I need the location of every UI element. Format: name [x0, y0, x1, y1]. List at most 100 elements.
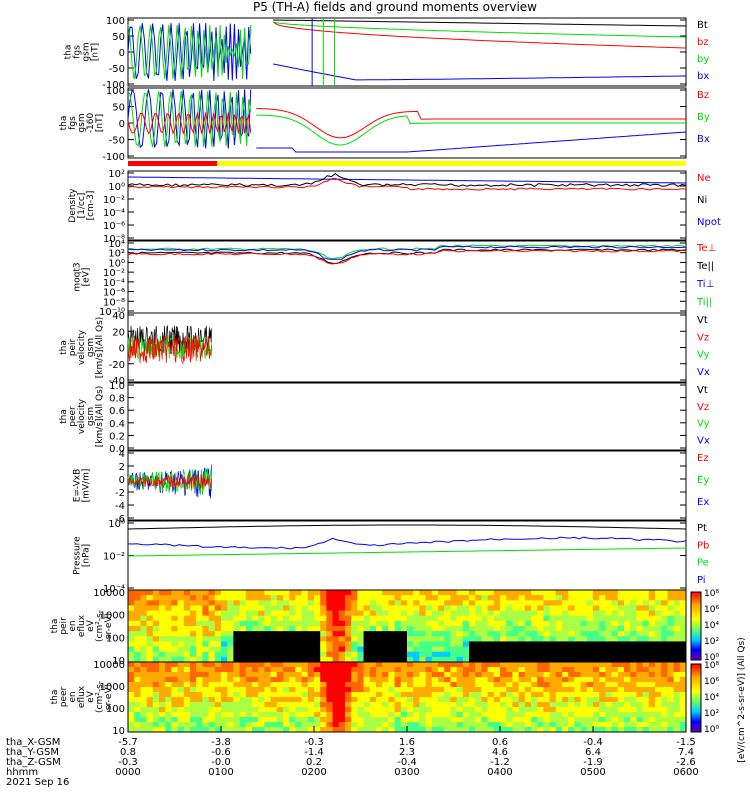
date-label: 2021 Sep 16: [6, 777, 69, 788]
peir-spectro-cell: [171, 631, 179, 637]
peir-spectro-cell: [648, 620, 656, 627]
peir-spectro-cell: [214, 615, 222, 622]
peir-spectro-cell: [307, 631, 315, 637]
peer-spectro-cell: [500, 677, 507, 683]
peer-spectro-cell: [283, 712, 290, 718]
peir-spectro-cell: [462, 646, 470, 653]
legend-Ey: Ey: [697, 475, 709, 486]
peir-spectro-cell: [617, 626, 625, 632]
peer-spectro-cell: [146, 677, 154, 683]
peir-spectro-cell: [183, 656, 191, 663]
peir-spectro-cell: [568, 651, 575, 658]
peer-spectro-cell: [444, 667, 451, 673]
peer-spectro-cell: [456, 707, 464, 713]
peir-spectro-cell: [351, 620, 358, 627]
peer-spectro-cell: [481, 702, 489, 708]
peer-spectro-cell: [183, 682, 191, 688]
peir-spectro-cell: [636, 636, 644, 642]
peer-spectro-cell: [171, 727, 179, 733]
peer-spectro-cell: [190, 697, 197, 703]
peer-spectro-cell: [425, 702, 433, 708]
xaxis-value: 0200: [301, 767, 326, 778]
peer-spectro-cell: [487, 672, 495, 678]
peer-spectro-cell: [456, 697, 464, 703]
peer-spectro-cell: [549, 687, 557, 693]
peir-spectro-cell: [407, 610, 414, 617]
peer-spectro-cell: [413, 692, 420, 698]
peer-spectro-cell: [221, 667, 228, 673]
peer-spectro-cell: [388, 727, 396, 733]
peer-spectro-cell: [165, 682, 172, 688]
peir-spectro-cell: [487, 600, 495, 606]
peir-spectro-cell: [363, 636, 371, 642]
peer-spectro-cell: [431, 677, 439, 683]
peer-spectro-cell: [159, 702, 166, 708]
peer-spectro-cell: [611, 697, 619, 703]
peer-spectro-cell: [276, 677, 284, 683]
legend-Npot: Npot: [697, 217, 721, 228]
colorbar-tick: 10⁰: [704, 653, 719, 663]
peer-spectro-cell: [351, 697, 358, 703]
peir-spectro-cell: [295, 646, 303, 653]
peer-spectro-cell: [183, 677, 191, 683]
peir-spectro-cell: [413, 631, 420, 637]
peer-spectro-cell: [419, 672, 427, 678]
peer-spectro-cell: [208, 682, 216, 688]
peir-spectro-cell: [524, 590, 532, 596]
peir-spectro-cell: [599, 656, 606, 663]
peir-spectro-cell: [611, 646, 619, 653]
peir-spectro-cell: [227, 651, 234, 658]
peer-spectro-cell: [369, 707, 377, 713]
peir-spectro-cell: [394, 641, 402, 648]
ylabel-line: [cm-3]: [86, 191, 96, 221]
peir-spectro-cell: [549, 590, 557, 596]
peir-spectro-cell: [438, 651, 445, 658]
peer-spectro-cell: [431, 697, 439, 703]
peir-spectro-cell: [636, 641, 644, 648]
peer-spectro-cell: [332, 707, 340, 713]
peir-spectro-cell: [177, 626, 185, 632]
peir-spectro-cell: [605, 610, 613, 617]
peer-spectro-cell: [407, 717, 414, 723]
peer-spectro-cell: [152, 682, 160, 688]
peir-spectro-cell: [140, 646, 148, 653]
ylabel-line: eV: [86, 619, 96, 632]
peir-spectro-cell: [171, 600, 179, 606]
peer-spectro-cell: [338, 672, 346, 678]
legend-Pb: Pb: [697, 540, 709, 551]
ytick-label: 0.6: [109, 406, 125, 417]
peer-spectro-cell: [128, 692, 135, 698]
peir-spectro-cell: [593, 590, 600, 596]
peir-spectro-cell: [326, 600, 334, 606]
peir-spectro-cell: [338, 656, 346, 663]
peer-spectro-cell: [208, 707, 216, 713]
legend-Pi: Pi: [697, 575, 706, 586]
ytick-label: 10²: [108, 249, 125, 260]
peir-spectro-cell: [661, 620, 668, 627]
peir-spectro-cell: [345, 615, 352, 622]
peir-spectro-cell: [233, 646, 241, 653]
peer-spectro-cell: [258, 707, 265, 713]
peer-spectro-cell: [413, 682, 420, 688]
peer-spectro-cell: [469, 707, 476, 713]
peer-spectro-cell: [338, 667, 346, 673]
peir-spectro-cell: [425, 656, 433, 663]
peer-spectro-cell: [611, 692, 619, 698]
peer-spectro-cell: [258, 722, 265, 728]
peir-spectro-cell: [481, 646, 489, 653]
peir-spectro-cell: [431, 641, 439, 648]
peir-spectro-cell: [400, 600, 408, 606]
peir-spectro-cell: [400, 646, 408, 653]
peer-spectro-cell: [506, 702, 513, 708]
peer-spectro-cell: [617, 687, 625, 693]
peer-spectro-cell: [177, 667, 185, 673]
peir-spectro-cell: [202, 646, 210, 653]
peir-spectro-cell: [450, 610, 458, 617]
peer-spectro-cell: [431, 667, 439, 673]
peir-spectro-cell: [531, 610, 538, 617]
peir-spectro-cell: [617, 605, 625, 612]
peer-spectro-cell: [469, 697, 476, 703]
peer-spectro-cell: [363, 727, 371, 733]
peer-spectro-cell: [469, 702, 476, 708]
peer-spectro-cell: [369, 687, 377, 693]
